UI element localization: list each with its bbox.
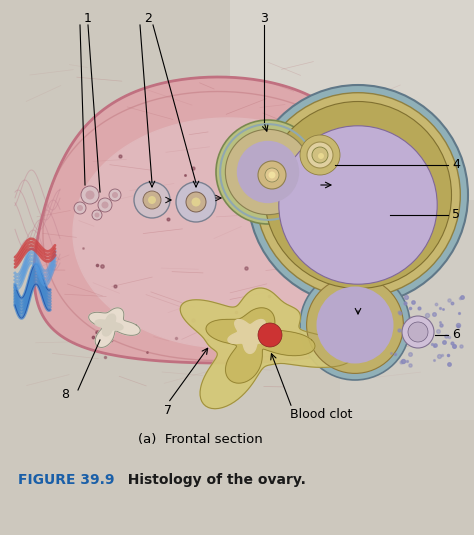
Text: 1: 1	[84, 11, 92, 25]
Circle shape	[81, 186, 99, 204]
Polygon shape	[73, 118, 383, 348]
Circle shape	[134, 182, 170, 218]
Text: Blood clot: Blood clot	[290, 409, 352, 422]
Text: 7: 7	[164, 403, 172, 417]
Circle shape	[237, 141, 299, 203]
Circle shape	[317, 287, 393, 363]
Circle shape	[98, 198, 112, 212]
Bar	[340, 200, 474, 420]
Circle shape	[85, 190, 94, 200]
Circle shape	[268, 172, 275, 179]
Text: 2: 2	[144, 11, 152, 25]
Circle shape	[112, 192, 118, 198]
Circle shape	[92, 210, 102, 220]
Circle shape	[248, 85, 468, 305]
Text: Histology of the ovary.: Histology of the ovary.	[118, 473, 306, 487]
Circle shape	[312, 147, 328, 163]
Circle shape	[279, 126, 437, 284]
Circle shape	[225, 129, 310, 215]
Circle shape	[94, 212, 100, 218]
Text: 8: 8	[61, 388, 69, 401]
Text: FIGURE 39.9: FIGURE 39.9	[18, 473, 115, 487]
Polygon shape	[89, 308, 140, 347]
Polygon shape	[180, 288, 353, 409]
Polygon shape	[95, 314, 123, 336]
Polygon shape	[206, 308, 315, 383]
Circle shape	[74, 202, 86, 214]
Circle shape	[77, 205, 83, 211]
Circle shape	[300, 135, 340, 175]
Polygon shape	[34, 77, 402, 363]
Circle shape	[186, 192, 206, 212]
Circle shape	[318, 153, 324, 159]
Circle shape	[216, 120, 320, 224]
Bar	[230, 0, 474, 220]
Circle shape	[258, 161, 286, 189]
Text: 3: 3	[260, 11, 268, 25]
Circle shape	[300, 270, 410, 380]
Circle shape	[109, 189, 121, 201]
Circle shape	[191, 197, 201, 207]
Circle shape	[402, 316, 434, 348]
Text: 6: 6	[452, 328, 460, 341]
Text: 5: 5	[452, 209, 460, 221]
Circle shape	[307, 277, 403, 373]
Circle shape	[101, 202, 109, 209]
Text: (a)  Frontal section: (a) Frontal section	[137, 433, 263, 447]
Text: 4: 4	[452, 158, 460, 172]
Circle shape	[265, 168, 279, 182]
Polygon shape	[228, 319, 272, 354]
Circle shape	[143, 191, 161, 209]
Circle shape	[258, 323, 282, 347]
Circle shape	[307, 142, 333, 168]
Circle shape	[408, 322, 428, 342]
Circle shape	[148, 196, 156, 204]
Circle shape	[264, 102, 452, 288]
Circle shape	[176, 182, 216, 222]
Circle shape	[255, 93, 460, 297]
